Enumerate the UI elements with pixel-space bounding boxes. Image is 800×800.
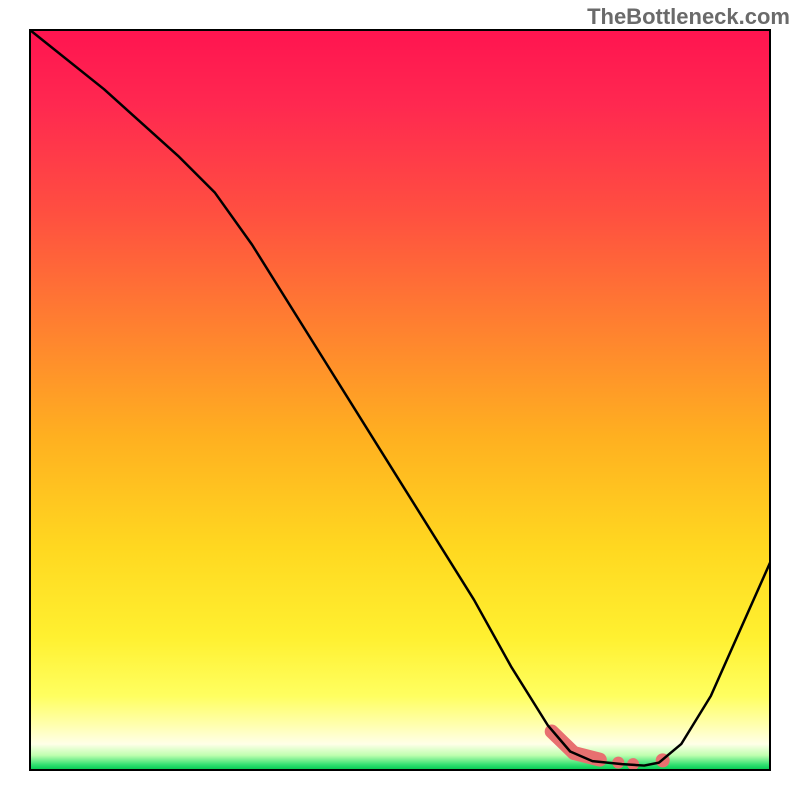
watermark-text: TheBottleneck.com	[587, 4, 790, 30]
plot-background	[30, 30, 770, 770]
chart-container: TheBottleneck.com	[0, 0, 800, 800]
bottleneck-chart	[0, 0, 800, 800]
